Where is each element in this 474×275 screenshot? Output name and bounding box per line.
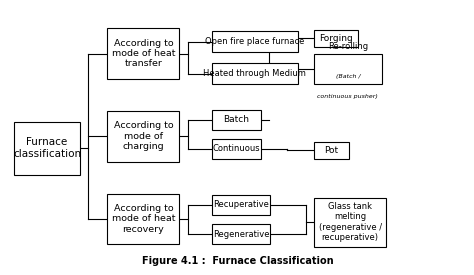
Text: Re-rolling: Re-rolling [328, 42, 368, 51]
FancyBboxPatch shape [212, 31, 298, 52]
FancyBboxPatch shape [314, 29, 358, 47]
Text: Open fire place furnace: Open fire place furnace [205, 37, 305, 46]
Text: According to
mode of heat
recovery: According to mode of heat recovery [112, 204, 175, 234]
Text: According to
mode of heat
transfer: According to mode of heat transfer [112, 39, 175, 68]
FancyBboxPatch shape [15, 122, 80, 175]
Text: Furnace
classification: Furnace classification [13, 138, 81, 159]
FancyBboxPatch shape [314, 54, 382, 84]
FancyBboxPatch shape [212, 109, 261, 130]
Text: Batch: Batch [223, 115, 249, 124]
FancyBboxPatch shape [212, 224, 270, 244]
FancyBboxPatch shape [212, 195, 270, 215]
Text: According to
mode of
charging: According to mode of charging [114, 121, 173, 151]
Text: Continuous: Continuous [212, 144, 260, 153]
Text: Figure 4.1 :  Furnace Classification: Figure 4.1 : Furnace Classification [142, 255, 333, 265]
Text: Pot: Pot [325, 146, 338, 155]
FancyBboxPatch shape [108, 111, 180, 161]
Text: Recuperative: Recuperative [213, 200, 269, 209]
Text: Glass tank
melting
(regenerative /
recuperative): Glass tank melting (regenerative / recup… [319, 202, 382, 242]
FancyBboxPatch shape [314, 197, 386, 247]
FancyBboxPatch shape [108, 28, 180, 79]
Text: Forging: Forging [319, 34, 353, 43]
FancyBboxPatch shape [212, 63, 298, 84]
Text: Regenerative: Regenerative [213, 230, 269, 239]
Text: (Batch /: (Batch / [336, 74, 360, 79]
Text: continuous pusher): continuous pusher) [318, 94, 378, 99]
FancyBboxPatch shape [212, 139, 261, 159]
Text: Heated through Medium: Heated through Medium [203, 69, 306, 78]
FancyBboxPatch shape [108, 194, 180, 244]
FancyBboxPatch shape [314, 142, 349, 159]
